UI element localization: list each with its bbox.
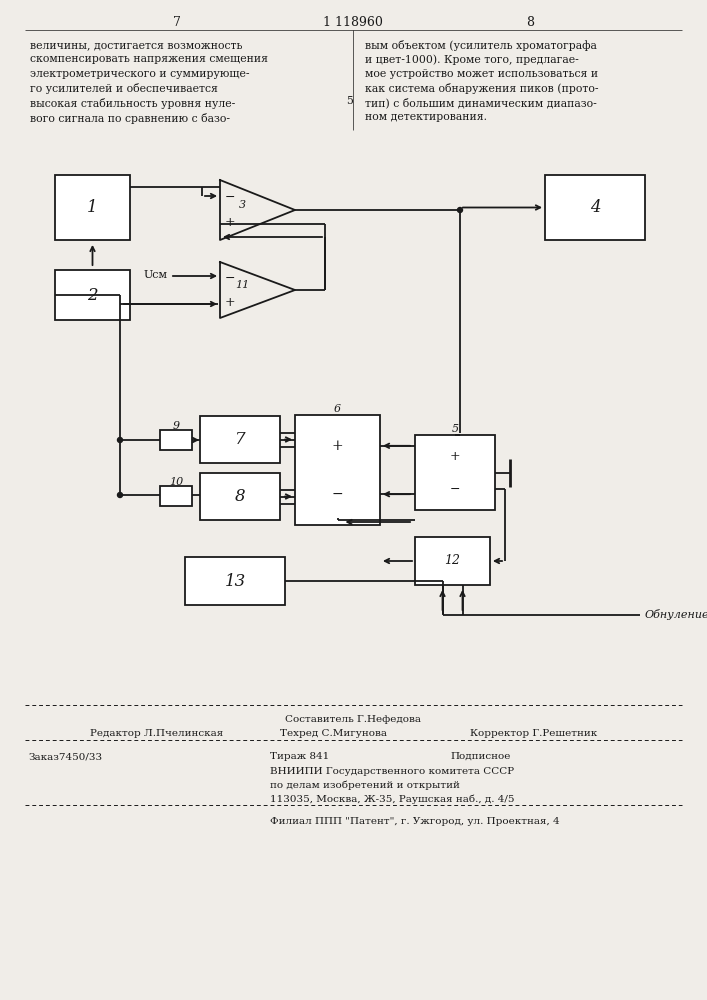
Text: как система обнаружения пиков (прото-: как система обнаружения пиков (прото- — [365, 84, 599, 95]
Bar — [200, 416, 280, 463]
Bar — [185, 557, 285, 605]
Text: высокая стабильность уровня нуле-: высокая стабильность уровня нуле- — [30, 98, 235, 109]
Text: 2: 2 — [87, 286, 98, 304]
Text: Корректор Г.Решетник: Корректор Г.Решетник — [470, 729, 597, 738]
Text: по делам изобретений и открытий: по делам изобретений и открытий — [270, 781, 460, 790]
Text: −: − — [450, 483, 460, 495]
Bar — [55, 175, 130, 240]
Circle shape — [117, 492, 122, 497]
Bar — [200, 473, 280, 520]
Text: электрометрического и суммирующе-: электрометрического и суммирующе- — [30, 69, 250, 79]
Text: 7: 7 — [173, 15, 181, 28]
Bar — [415, 435, 495, 510]
Circle shape — [457, 208, 462, 213]
Text: 6: 6 — [334, 404, 341, 414]
Text: −: − — [225, 190, 235, 204]
Text: 13: 13 — [224, 572, 245, 589]
Text: −: − — [332, 487, 344, 501]
Text: −: − — [225, 271, 235, 284]
Text: скомпенсировать напряжения смещения: скомпенсировать напряжения смещения — [30, 54, 268, 64]
Text: тип) с большим динамическим диапазо-: тип) с большим динамическим диапазо- — [365, 98, 597, 109]
Text: +: + — [225, 217, 235, 230]
Text: 10: 10 — [169, 477, 183, 487]
Text: 8: 8 — [235, 488, 245, 505]
Text: Техред С.Мигунова: Техред С.Мигунова — [280, 729, 387, 738]
Text: +: + — [450, 450, 460, 462]
Text: Составитель Г.Нефедова: Составитель Г.Нефедова — [285, 715, 421, 724]
Bar — [295, 415, 380, 525]
Text: 8: 8 — [526, 15, 534, 28]
Text: 9: 9 — [173, 421, 180, 431]
Bar — [160, 486, 192, 506]
Text: Заказ7450/33: Заказ7450/33 — [28, 752, 102, 761]
Text: 4: 4 — [590, 199, 600, 216]
Bar — [160, 430, 192, 450]
Text: вым объектом (усилитель хроматографа: вым объектом (усилитель хроматографа — [365, 40, 597, 51]
Text: +: + — [332, 439, 344, 453]
Text: 5: 5 — [452, 424, 459, 434]
Text: Uсм: Uсм — [144, 270, 168, 280]
Text: Филиал ППП "Патент", г. Ужгород, ул. Проектная, 4: Филиал ППП "Патент", г. Ужгород, ул. Про… — [270, 817, 560, 826]
Text: Редактор Л.Пчелинская: Редактор Л.Пчелинская — [90, 729, 223, 738]
Text: +: + — [225, 296, 235, 308]
Text: 11: 11 — [235, 280, 249, 290]
Text: 12: 12 — [445, 554, 460, 568]
Text: вого сигнала по сравнению с базо-: вого сигнала по сравнению с базо- — [30, 112, 230, 123]
Text: 1: 1 — [87, 199, 98, 216]
Text: ВНИИПИ Государственного комитета СССР: ВНИИПИ Государственного комитета СССР — [270, 767, 514, 776]
Text: и цвет-1000). Кроме того, предлагае-: и цвет-1000). Кроме того, предлагае- — [365, 54, 579, 65]
Text: 3: 3 — [238, 200, 245, 210]
Bar — [415, 537, 490, 585]
Text: 7: 7 — [235, 431, 245, 448]
Text: 1 118960: 1 118960 — [323, 15, 383, 28]
Text: Тираж 841: Тираж 841 — [270, 752, 329, 761]
Bar — [55, 270, 130, 320]
Circle shape — [117, 438, 122, 442]
Text: Подписное: Подписное — [450, 752, 510, 761]
Text: го усилителей и обеспечивается: го усилителей и обеспечивается — [30, 84, 218, 95]
Text: Обнуление: Обнуление — [645, 609, 707, 620]
Text: величины, достигается возможность: величины, достигается возможность — [30, 40, 243, 50]
Text: 113035, Москва, Ж-35, Раушская наб., д. 4/5: 113035, Москва, Ж-35, Раушская наб., д. … — [270, 795, 515, 804]
Text: ном детектирования.: ном детектирования. — [365, 112, 487, 122]
Text: 5: 5 — [346, 96, 354, 106]
Bar — [545, 175, 645, 240]
Text: мое устройство может использоваться и: мое устройство может использоваться и — [365, 69, 598, 79]
